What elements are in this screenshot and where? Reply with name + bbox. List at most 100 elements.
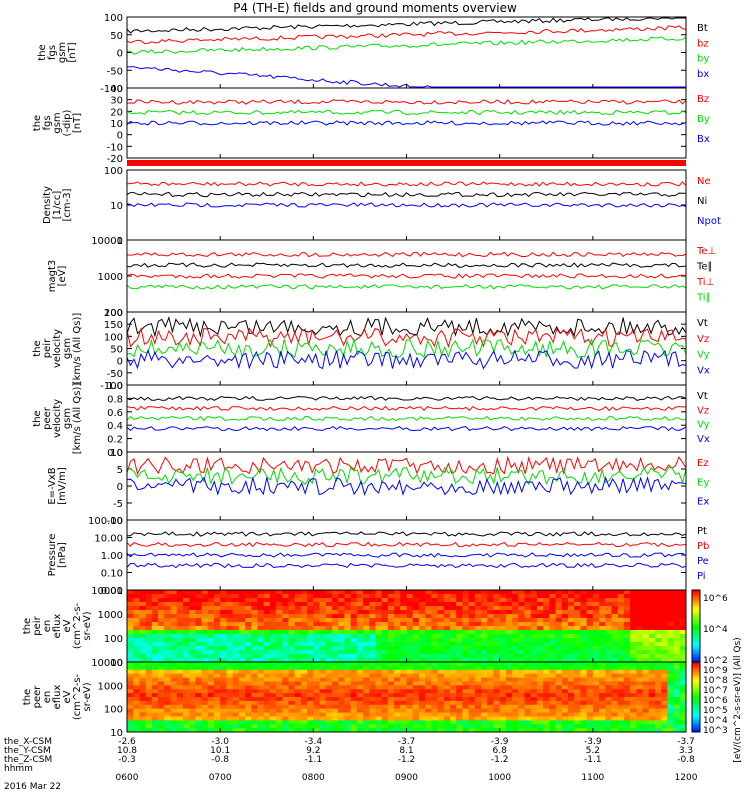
spectrogram-cell — [474, 704, 482, 710]
spectrogram-cell — [673, 598, 681, 603]
spectrogram-cell — [251, 728, 258, 733]
spectrogram-cell — [369, 622, 376, 627]
spectrogram-cell — [592, 622, 600, 627]
spectrogram-cell — [400, 728, 407, 733]
legend-Ez: Ez — [697, 458, 709, 469]
spectrogram-cell — [139, 662, 147, 667]
spectrogram-cell — [431, 598, 439, 603]
spectrogram-cell — [536, 716, 544, 721]
spectrogram-cell — [127, 708, 134, 714]
spectrogram-cell — [524, 685, 532, 690]
y-tick-label: -50 — [107, 66, 123, 77]
spectrogram-cell — [499, 712, 507, 717]
spectrogram-cell — [623, 622, 631, 627]
spectrogram-cell — [276, 650, 283, 655]
spectrogram-cell — [412, 638, 420, 643]
spectrogram-cell — [381, 720, 389, 725]
spectrogram-cell — [213, 622, 221, 627]
spectrogram-cell — [195, 716, 203, 721]
spectrogram-cell — [586, 712, 594, 717]
spectrogram-cell — [524, 724, 532, 729]
legend-Te⊥: Te⊥ — [696, 246, 716, 257]
spectrogram-cell — [226, 673, 234, 679]
spectrogram-cell — [642, 665, 650, 671]
spectrogram-cell — [673, 630, 681, 635]
spectrogram-cell — [245, 598, 252, 603]
colorbar-tick-label: 10^5 — [703, 706, 728, 716]
spectrogram-cell — [599, 677, 606, 682]
spectrogram-cell — [443, 677, 451, 682]
spectrogram-cell — [605, 598, 612, 603]
spectrogram-cell — [207, 681, 215, 686]
spectrogram-cell — [561, 602, 569, 607]
y-tick-label: 100 — [104, 308, 123, 319]
spectrogram-cell — [406, 618, 414, 623]
spectrogram-cell — [505, 720, 513, 725]
spectrogram-cell — [195, 677, 203, 682]
spectrogram-cell — [599, 646, 606, 651]
spectrogram-cell — [338, 673, 345, 679]
spectrogram-cell — [387, 618, 395, 623]
spectrogram-cell — [518, 716, 526, 721]
spectrogram-cell — [512, 716, 519, 721]
spectrogram-cell — [251, 610, 258, 615]
spectrogram-cell — [313, 724, 321, 729]
spectrogram-cell — [487, 654, 494, 659]
spectrogram-cell — [543, 662, 550, 667]
spectrogram-cell — [363, 669, 370, 675]
spectrogram-cell — [431, 614, 439, 619]
spectrogram-cell — [325, 610, 333, 615]
spectrogram-cell — [151, 602, 159, 607]
spectrogram-cell — [394, 650, 401, 655]
spectrogram-cell — [474, 724, 482, 729]
spectrogram-cell — [164, 669, 171, 675]
panel-ylabel: peir — [42, 338, 53, 358]
spectrogram-cell — [294, 646, 302, 651]
spectrogram-cell — [282, 642, 289, 647]
spectrogram-cell — [474, 610, 482, 615]
spectrogram-cell — [232, 700, 240, 706]
spectrogram-cell — [642, 610, 650, 615]
spectrogram-cell — [387, 665, 395, 671]
colorbar-cell — [692, 711, 700, 714]
spectrogram-cell — [338, 704, 345, 710]
spectrogram-cell — [251, 704, 258, 710]
spectrogram-cell — [381, 685, 389, 690]
spectrogram-cell — [636, 728, 644, 733]
spectrogram-cell — [630, 697, 637, 702]
colorbar-cell — [692, 687, 700, 691]
spectrogram-cell — [158, 658, 165, 663]
spectrogram-cell — [127, 634, 134, 639]
spectrogram-cell — [331, 677, 339, 682]
spectrogram-cell — [331, 622, 339, 627]
spectrogram-cell — [182, 708, 190, 714]
spectrogram-cell — [201, 594, 209, 599]
spectrogram-cell — [288, 716, 296, 721]
spectrogram-cell — [406, 662, 414, 667]
spectrogram-cell — [462, 728, 470, 733]
spectrogram-cell — [176, 693, 184, 698]
spectrogram-cell — [394, 602, 401, 607]
spectrogram-cell — [462, 614, 470, 619]
spectrogram-cell — [505, 728, 513, 733]
spectrogram-cell — [623, 634, 631, 639]
spectrogram-cell — [282, 618, 289, 623]
spectrogram-cell — [406, 697, 414, 702]
spectrogram-cell — [443, 602, 451, 607]
spectrogram-cell — [338, 622, 345, 627]
spectrogram-cell — [282, 662, 289, 667]
spectrogram-cell — [425, 700, 432, 706]
spectrogram-cell — [381, 594, 389, 599]
spectrogram-cell — [394, 646, 401, 651]
spectrogram-cell — [605, 614, 612, 619]
spectrogram-cell — [580, 638, 588, 643]
spectrogram-cell — [363, 677, 370, 682]
spectrogram-cell — [313, 594, 321, 599]
spectrogram-cell — [512, 614, 519, 619]
spectrogram-cell — [449, 681, 457, 686]
legend-bz: bz — [697, 38, 709, 49]
spectrogram-cell — [543, 708, 550, 714]
spectrogram-cell — [505, 650, 513, 655]
spectrogram-cell — [263, 669, 271, 675]
spectrogram-cell — [232, 614, 240, 619]
